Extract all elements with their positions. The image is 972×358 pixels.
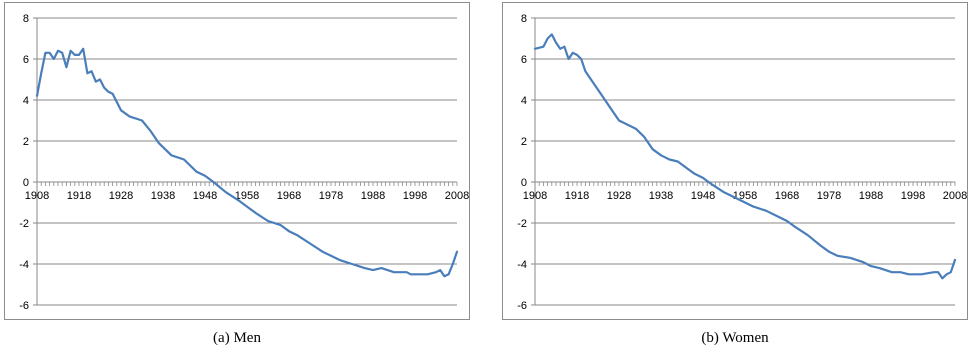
chart-men: -6 -4 -2 0 2 4 6 8 1908 1918 1928 1938 1948 1958 1968 1… [4, 2, 470, 320]
x-tick-label: 1968 [277, 190, 301, 202]
x-tick-label: 1978 [319, 190, 343, 202]
x-tick-label: 1998 [403, 190, 427, 202]
chart-men-svg: -6 -4 -2 0 2 4 6 8 1908 1918 1928 1938 1948 1958 1968 1… [19, 13, 469, 312]
x-tick-label: 1908 [523, 190, 547, 202]
x-tick-label: 1918 [565, 190, 589, 202]
caption-women: (b) Women [701, 330, 769, 346]
chart-women-svg: -6 -4 -2 0 2 4 6 8 1908 1918 1928 1938 1948 1958 1968 1… [517, 13, 967, 312]
x-tick-label: 1988 [859, 190, 883, 202]
y-tick-label: 2 [521, 136, 527, 148]
y-tick-label: -2 [517, 218, 527, 230]
x-tick-label: 1978 [817, 190, 841, 202]
caption-men: (a) Men [213, 330, 261, 346]
y-tick-label: -6 [19, 300, 29, 312]
x-tick-label: 1938 [649, 190, 673, 202]
y-tick-label: 4 [23, 95, 29, 107]
y-tick-label: 4 [521, 95, 527, 107]
x-tick-label: 1918 [67, 190, 91, 202]
y-tick-label: 0 [521, 177, 527, 189]
x-tick-label: 1958 [733, 190, 757, 202]
x-tick-label: 1988 [361, 190, 385, 202]
x-tick-label: 1998 [901, 190, 925, 202]
x-tick-label: 1938 [151, 190, 175, 202]
series-line [533, 33, 957, 280]
y-tick-label: 8 [23, 13, 29, 25]
x-tick-label: 1948 [691, 190, 715, 202]
y-tick-label: 6 [521, 54, 527, 66]
y-tick-label: -6 [517, 300, 527, 312]
y-tick-label: -4 [517, 259, 527, 271]
y-tick-label: -4 [19, 259, 29, 271]
x-tick-label: 1928 [607, 190, 631, 202]
x-tick-label: 1948 [193, 190, 217, 202]
y-tick-label: 0 [23, 177, 29, 189]
y-tick-label: 8 [521, 13, 527, 25]
y-tick-label: -2 [19, 218, 29, 230]
series-line [35, 47, 459, 278]
y-tick-label: 2 [23, 136, 29, 148]
x-tick-label: 1968 [775, 190, 799, 202]
x-tick-label: 2008 [943, 190, 967, 202]
x-tick-label: 1958 [235, 190, 259, 202]
chart-women: -6 -4 -2 0 2 4 6 8 1908 1918 1928 1938 1948 1958 1968 1… [502, 2, 968, 320]
x-tick-label: 1928 [109, 190, 133, 202]
x-tick-label: 2008 [445, 190, 469, 202]
x-tick-label: 1908 [25, 190, 49, 202]
y-tick-label: 6 [23, 54, 29, 66]
